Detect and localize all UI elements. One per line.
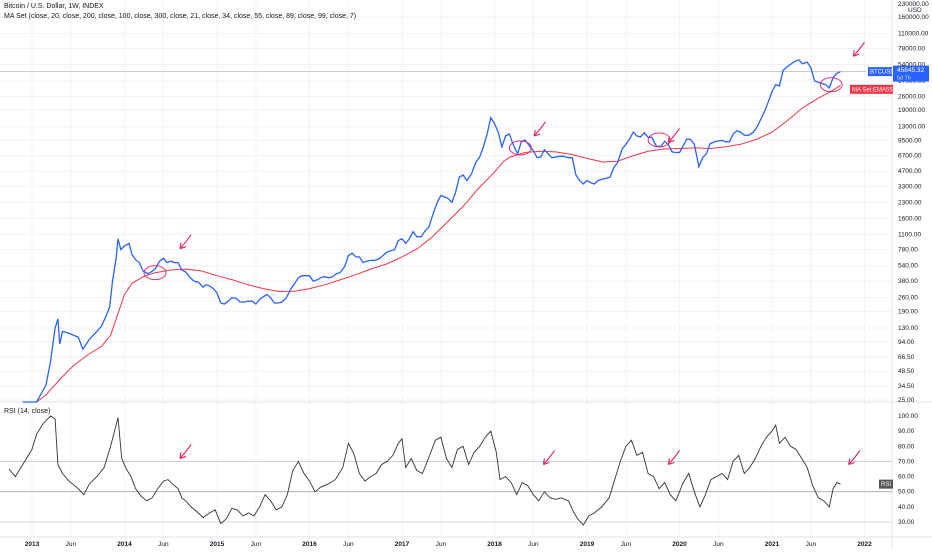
time-tick-label: 2022 [857, 541, 872, 548]
price-tick-label: 25.00 [898, 397, 915, 404]
price-tick-label: 78000.00 [898, 45, 925, 52]
price-tick-label: 190.00 [898, 308, 918, 315]
time-tick-label: 2019 [580, 541, 595, 548]
rsi-badge: RSI [879, 480, 893, 489]
price-tick-label: 380.00 [898, 278, 918, 285]
time-tick-label: 2016 [302, 541, 317, 548]
time-tick-label: 2021 [765, 541, 780, 548]
time-tick-label: Jun [158, 541, 169, 548]
price-tick-label: 94.00 [898, 339, 915, 346]
rsi-tick-label: 70.00 [898, 458, 915, 465]
price-tick-label: 110000.00 [898, 30, 929, 37]
price-tick-label: 19000.00 [898, 107, 925, 114]
time-tick-label: Jun [528, 541, 539, 548]
price-tick-label: 540.00 [898, 263, 918, 270]
ma-indicator-label[interactable]: MA Set (close, 20, close, 200, close, 10… [4, 13, 356, 20]
price-tick-label: 1100.00 [898, 232, 921, 239]
time-tick-label: Jun [621, 541, 632, 548]
price-tick-label: 34.50 [898, 383, 915, 390]
price-tick-label: 48.50 [898, 368, 915, 375]
rsi-badge-label: RSI [881, 482, 891, 488]
price-badge-value: 45845.32 [897, 67, 924, 74]
time-tick-label: Jun [713, 541, 724, 548]
price-tick-label: 4700.00 [898, 168, 922, 175]
price-tick-label: 6700.00 [898, 153, 922, 160]
time-tick-label: 2015 [210, 541, 225, 548]
price-badge-countdown: 5d 7h [897, 76, 911, 82]
price-tick-label: 2300.00 [898, 199, 922, 206]
time-tick-label: Jun [343, 541, 354, 548]
rsi-tick-label: 30.00 [898, 519, 915, 526]
chart-title[interactable]: Bitcoin / U.S. Dollar, 1W, INDEX [4, 3, 104, 10]
price-tick-label: 130.00 [898, 325, 918, 332]
ma-badge-label: MA Set:EMA55 [852, 87, 893, 93]
time-tick-label: 2013 [25, 541, 40, 548]
price-tick-label: 1600.00 [898, 215, 922, 222]
price-axis-currency: USD [908, 7, 922, 14]
time-tick-label: Jun [806, 541, 817, 548]
price-tick-label: 66.50 [898, 354, 915, 361]
price-tick-label: 13000.00 [898, 124, 925, 131]
rsi-tick-label: 90.00 [898, 428, 915, 435]
price-tick-label: 3300.00 [898, 184, 922, 191]
rsi-tick-label: 40.00 [898, 504, 915, 511]
time-tick-label: 2017 [395, 541, 410, 548]
time-tick-label: 2020 [672, 541, 687, 548]
price-tick-label: 9500.00 [898, 137, 922, 144]
time-tick-label: 2018 [487, 541, 502, 548]
rsi-tick-label: 60.00 [898, 474, 915, 481]
time-tick-label: Jun [251, 541, 262, 548]
time-tick-label: Jun [66, 541, 77, 548]
time-tick-label: 2014 [117, 541, 132, 548]
symbol-badge-label: BTCUSD [870, 70, 895, 76]
rsi-tick-label: 50.00 [898, 489, 915, 496]
price-tick-label: 26000.00 [898, 93, 925, 100]
ma-badge: MA Set:EMA55 [850, 85, 893, 94]
rsi-tick-label: 100.00 [898, 413, 918, 420]
price-tick-label: 260.00 [898, 295, 918, 302]
rsi-tick-label: 80.00 [898, 443, 915, 450]
price-tick-label: 160000.00 [898, 14, 929, 21]
price-tick-label: 780.00 [898, 247, 918, 254]
time-tick-label: Jun [436, 541, 447, 548]
rsi-indicator-label[interactable]: RSI (14, close) [4, 408, 50, 415]
